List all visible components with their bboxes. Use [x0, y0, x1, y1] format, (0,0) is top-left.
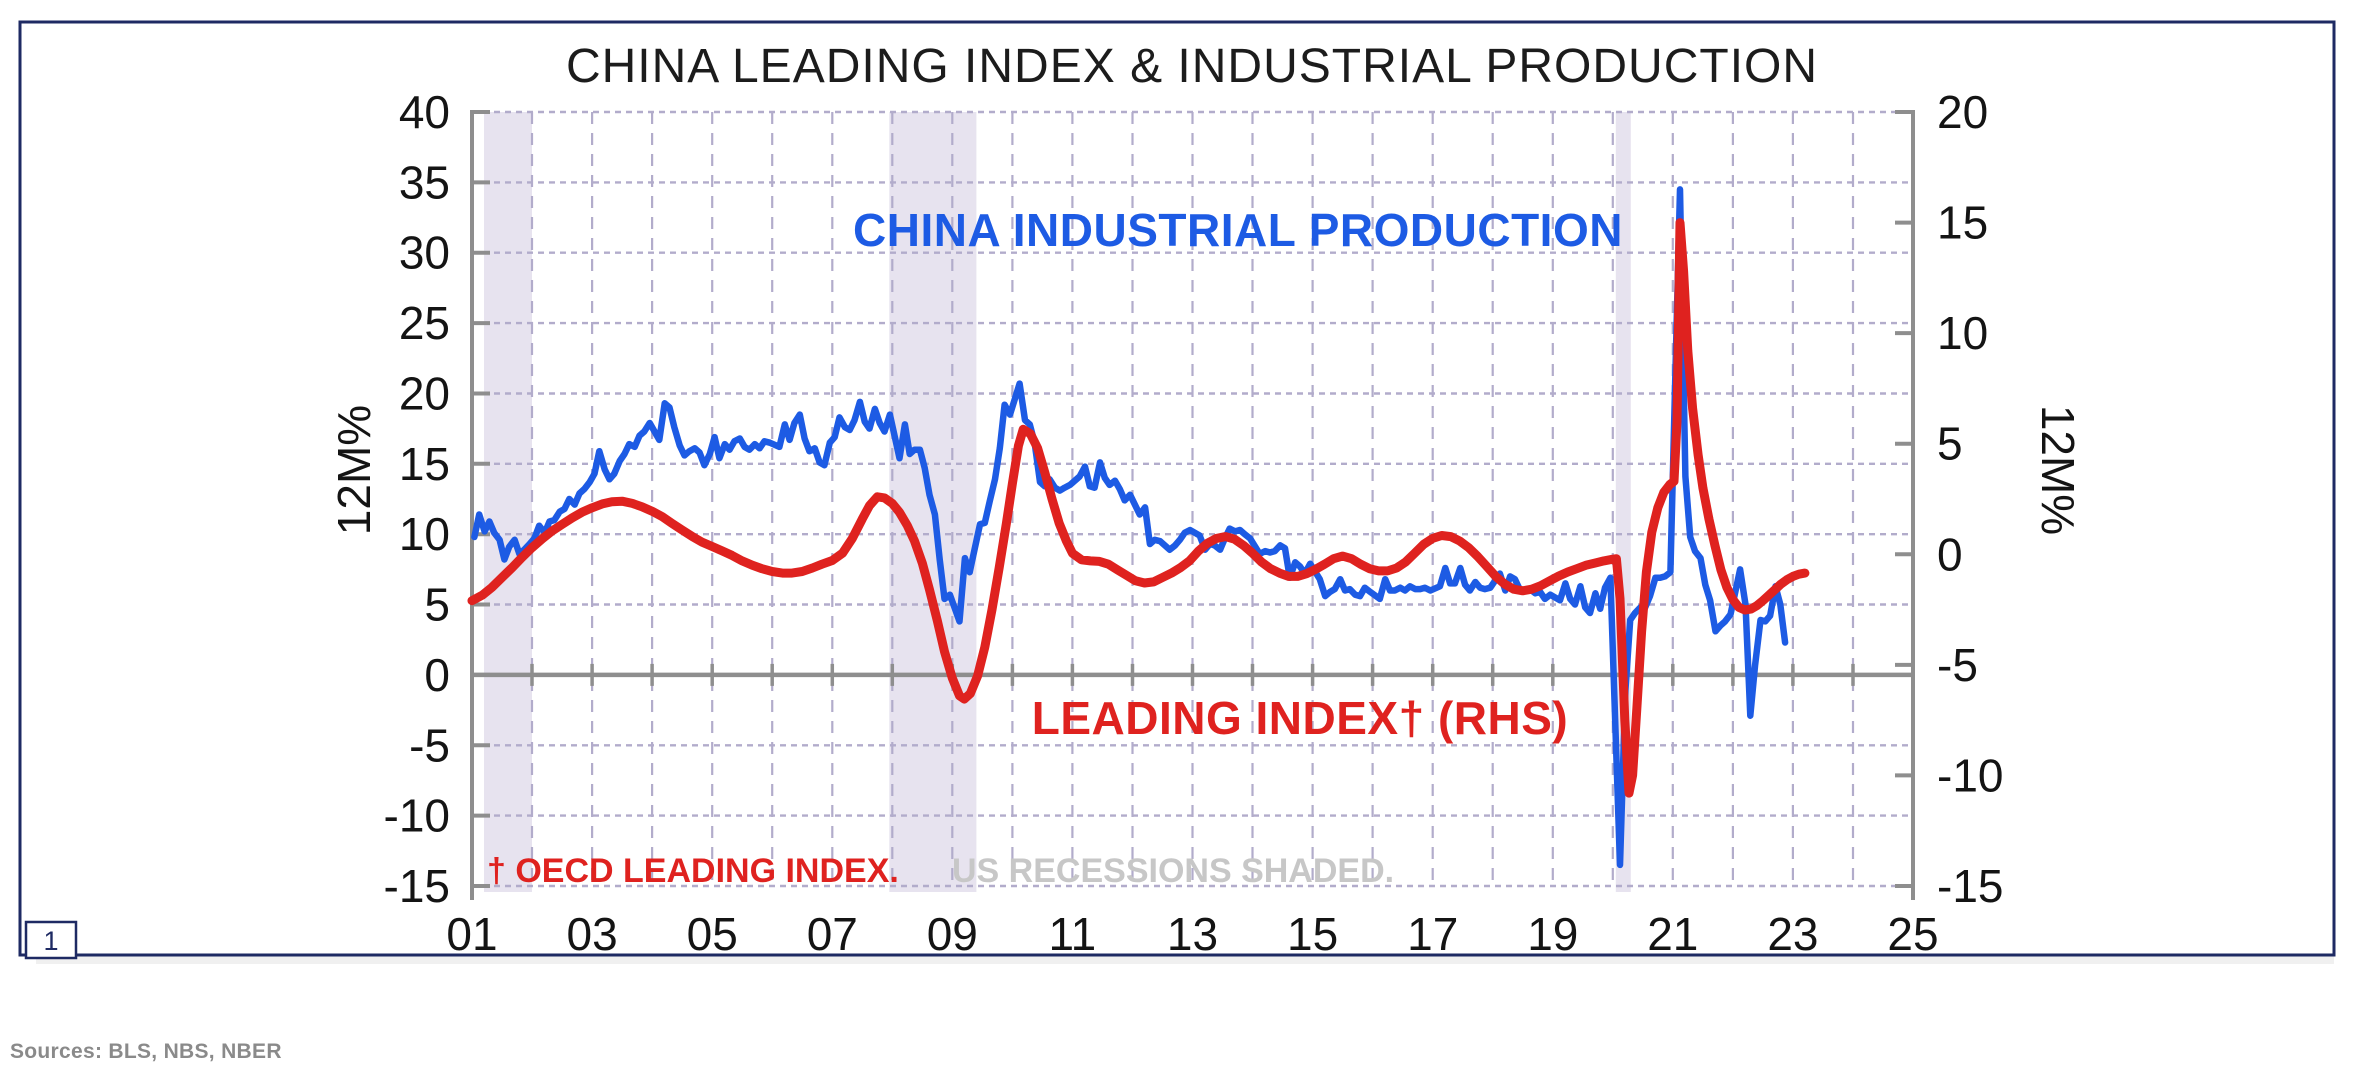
right-axis-tick-label: -10 [1937, 749, 2003, 801]
left-axis-unit-label: 12M% [328, 405, 380, 535]
x-axis-tick-label: 01 [446, 908, 497, 960]
leading-index-line [467, 218, 1810, 798]
x-axis-tick-label: 11 [1049, 908, 1097, 960]
x-axis-tick-label: 25 [1887, 908, 1938, 960]
leading-index-label: LEADING INDEX† (RHS) [1032, 692, 1568, 744]
right-axis-tick-label: 10 [1937, 307, 1988, 359]
zero-axis-line [472, 663, 1913, 686]
sources-text: Sources: BLS, NBS, NBER [10, 1040, 282, 1063]
left-axis-tick-label: 25 [399, 297, 450, 349]
left-axis-tick-label: 15 [399, 438, 450, 490]
value-axes [470, 110, 1915, 900]
x-axis-tick-label: 17 [1407, 908, 1458, 960]
page-number-box [24, 920, 78, 960]
left-axis-tick-label: 40 [399, 86, 450, 138]
slide-frame [18, 20, 2336, 957]
recession-band [484, 112, 532, 892]
x-axis-tick-label: 03 [567, 908, 618, 960]
left-axis-tick-label: 30 [399, 227, 450, 279]
page-number: 1 [43, 926, 58, 956]
left-axis-tick-label: 35 [399, 156, 450, 208]
chart-title: CHINA LEADING INDEX & INDUSTRIAL PRODUCT… [566, 40, 1818, 93]
right-axis-unit-label: 12M% [2032, 405, 2084, 535]
recessions-shaded-note: US RECESSIONS SHADED. [952, 852, 1394, 890]
right-axis-tick-label: -5 [1937, 639, 1978, 691]
x-axis-tick-label: 21 [1647, 908, 1698, 960]
x-axis-tick-label: 19 [1527, 908, 1578, 960]
right-axis-tick-label: -15 [1937, 860, 2003, 912]
left-axis-tick-label: 10 [399, 508, 450, 560]
x-axis-tick-label: 13 [1167, 908, 1218, 960]
tick-labels: 40 35 30 25 20 15 10 5 0 -5 -10 -15 20 15 10 5 0 -5 -10 -15… [384, 86, 2004, 960]
industrial-production-line [471, 186, 1789, 869]
right-axis-tick-label: 20 [1937, 86, 1988, 138]
left-axis-tick-label: 0 [424, 649, 450, 701]
x-axis-tick-label: 23 [1767, 908, 1818, 960]
left-axis-tick-label: 20 [399, 368, 450, 420]
left-axis-tick-label: -5 [409, 719, 450, 771]
left-axis-tick-label: -15 [384, 860, 450, 912]
right-axis-tick-label: 5 [1937, 418, 1963, 470]
x-axis-tick-label: 05 [687, 908, 738, 960]
gridlines [472, 110, 1913, 888]
right-axis-tick-label: 15 [1937, 197, 1988, 249]
oecd-footnote: † OECD LEADING INDEX. [487, 852, 899, 890]
series-lines [467, 186, 1810, 869]
left-axis-tick-label: 5 [424, 579, 450, 631]
x-axis-tick-label: 07 [807, 908, 858, 960]
left-axis-tick-label: -10 [384, 790, 450, 842]
right-axis-tick-label: 0 [1937, 528, 1963, 580]
frame-shadow [36, 956, 2334, 964]
industrial-production-label: CHINA INDUSTRIAL PRODUCTION [853, 204, 1623, 256]
x-axis-tick-label: 15 [1287, 908, 1338, 960]
x-axis-tick-label: 09 [927, 908, 978, 960]
